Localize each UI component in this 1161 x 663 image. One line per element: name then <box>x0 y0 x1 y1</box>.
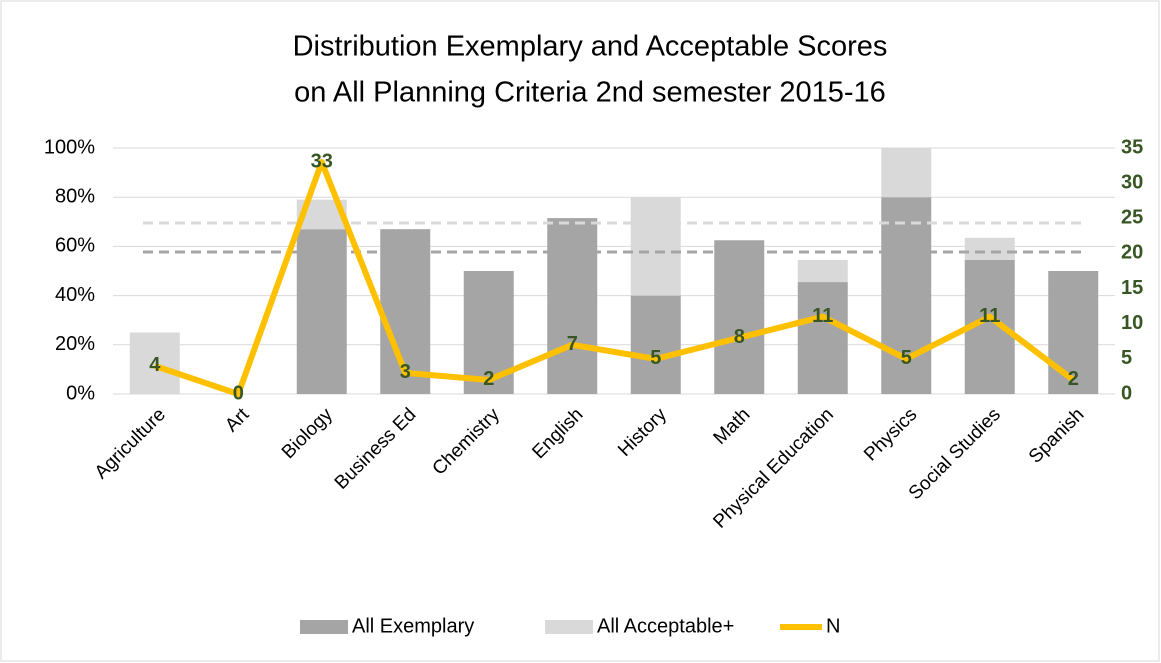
y2-tick-label: 30 <box>1121 171 1143 193</box>
y-tick-label: 100% <box>44 136 95 158</box>
y2-tick-label: 10 <box>1121 312 1143 334</box>
bar <box>964 237 1015 260</box>
y-tick-label: 60% <box>55 235 95 257</box>
data-label: 8 <box>734 326 745 348</box>
bar <box>547 218 598 394</box>
data-label: 33 <box>311 150 333 172</box>
y-tick-label: 40% <box>55 284 95 306</box>
data-label: 5 <box>901 347 912 369</box>
y2-tick-label: 20 <box>1121 242 1143 264</box>
legend-swatch <box>300 620 348 634</box>
y-tick-label: 20% <box>55 333 95 355</box>
data-label: 7 <box>567 333 578 355</box>
bar <box>797 259 848 283</box>
y2-tick-label: 5 <box>1121 347 1132 369</box>
bar <box>296 229 347 394</box>
y2-tick-label: 25 <box>1121 207 1143 229</box>
bar <box>630 295 681 394</box>
bar <box>714 240 765 394</box>
data-label: 3 <box>400 361 411 383</box>
chart-title: Distribution Exemplary and Acceptable Sc… <box>293 31 888 63</box>
legend-label: N <box>826 615 840 637</box>
bar <box>129 332 180 394</box>
bar <box>1048 271 1099 394</box>
data-label: 0 <box>233 382 244 404</box>
data-label: 2 <box>483 368 494 390</box>
legend-label: All Acceptable+ <box>597 615 734 637</box>
line <box>153 159 1076 397</box>
bar <box>630 197 681 296</box>
y-tick-label: 0% <box>66 382 95 404</box>
data-label: 2 <box>1068 368 1079 390</box>
data-label: 4 <box>149 354 161 376</box>
legend-swatch <box>545 620 593 634</box>
y2-tick-label: 35 <box>1121 136 1143 158</box>
y2-tick-label: 0 <box>1121 382 1132 404</box>
y-tick-label: 80% <box>55 185 95 207</box>
y2-tick-label: 15 <box>1121 277 1143 299</box>
legend-label: All Exemplary <box>352 615 474 637</box>
data-label: 11 <box>812 305 833 327</box>
chart-title: on All Planning Criteria 2nd semester 20… <box>294 77 886 109</box>
data-label: 5 <box>650 347 661 369</box>
bar <box>881 148 932 198</box>
bar <box>797 282 848 394</box>
data-label: 11 <box>979 305 1000 327</box>
